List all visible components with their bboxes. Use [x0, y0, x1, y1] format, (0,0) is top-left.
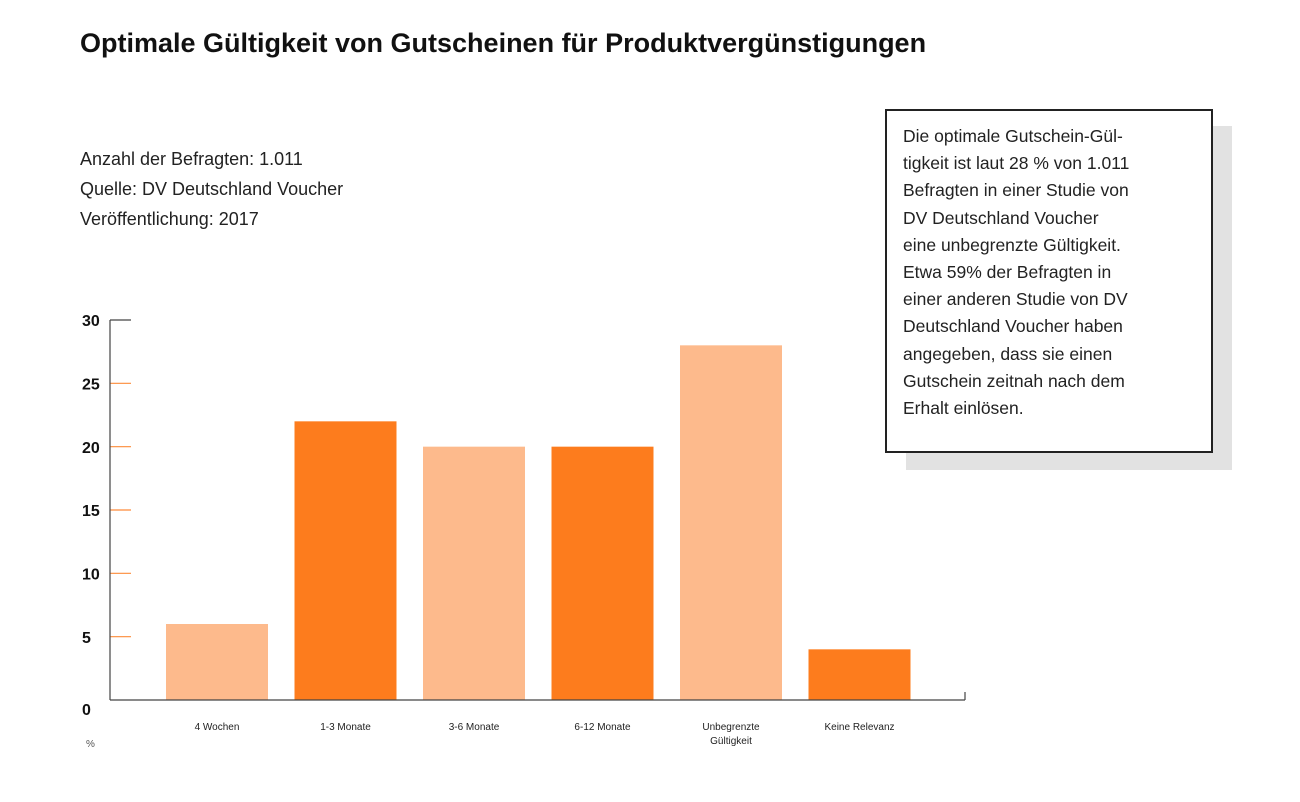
y-axis-ticks: 0 5 10 15 20 25 30	[82, 313, 131, 719]
bars	[166, 345, 911, 700]
callout-line: Gutschein zeitnah nach dem	[903, 370, 1125, 391]
source-info: Quelle: DV Deutschland Voucher	[80, 179, 344, 199]
x-category-label: Keine Relevanz	[824, 722, 894, 733]
y-tick-label: 15	[82, 503, 100, 520]
callout-line: einer anderen Studie von DV	[903, 289, 1128, 310]
publication-year: Veröffentlichung: 2017	[80, 209, 259, 229]
category-labels: 4 Wochen 1-3 Monate 3-6 Monate 6-12 Monate U…	[195, 722, 895, 747]
callout-line: angegeben, dass sie einen	[903, 343, 1113, 364]
y-unit-label: %	[86, 739, 95, 750]
y-tick-label: 0	[82, 702, 91, 719]
callout-line: DV Deutschland Voucher	[903, 207, 1099, 228]
y-tick-label: 25	[82, 377, 100, 394]
y-tick-label: 5	[82, 630, 91, 647]
bar-0	[166, 624, 268, 700]
callout-line: Deutschland Voucher haben	[903, 316, 1123, 337]
y-tick-label: 20	[82, 440, 100, 457]
bar-1	[294, 421, 397, 700]
x-category-label: 6-12 Monate	[574, 722, 631, 733]
respondents-count: Anzahl der Befragten: 1.011	[80, 149, 303, 169]
callout-line: Erhalt einlösen.	[903, 398, 1024, 419]
x-category-label: 3-6 Monate	[449, 722, 500, 733]
bar-2	[423, 446, 525, 700]
bar-5	[808, 649, 911, 700]
x-category-label: 4 Wochen	[195, 722, 240, 733]
callout-line: tigkeit ist laut 28 % von 1.011	[903, 153, 1130, 174]
bar-3	[551, 446, 654, 700]
y-tick-label: 30	[82, 313, 100, 330]
x-category-label: Unbegrenzte	[702, 722, 760, 733]
callout-line: eine unbegrenzte Gültigkeit.	[903, 234, 1121, 255]
axes	[109, 320, 966, 701]
bar-4	[680, 345, 782, 700]
callout-line: Befragten in einer Studie von	[903, 180, 1129, 201]
callout-line: Die optimale Gutschein-Gül-	[903, 126, 1123, 146]
chart-title: Optimale Gültigkeit von Gutscheinen für …	[80, 28, 927, 58]
x-category-label: Gültigkeit	[710, 736, 752, 747]
x-category-label: 1-3 Monate	[320, 722, 371, 733]
callout-box: Die optimale Gutschein-Gül- tigkeit ist …	[885, 109, 1213, 453]
y-tick-label: 10	[82, 567, 100, 584]
chart-meta: Anzahl der Befragten: 1.011 Quelle: DV D…	[80, 144, 343, 234]
callout-line: Etwa 59% der Befragten in	[903, 262, 1112, 283]
